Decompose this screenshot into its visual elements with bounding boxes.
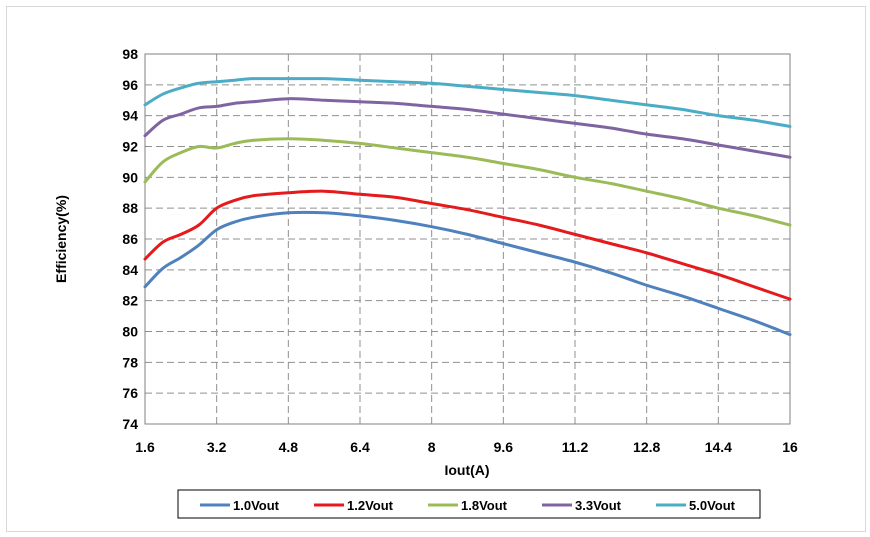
legend-label: 3.3Vout: [575, 498, 622, 513]
x-tick-label: 11.2: [562, 439, 589, 455]
legend-label: 1.0Vout: [233, 498, 280, 513]
series-line-3-3vout: [143, 97, 792, 159]
y-tick-label: 88: [122, 200, 138, 216]
legend: 1.0Vout 1.2Vout 1.8Vout 3.3Vout 5.0Vout: [177, 489, 761, 519]
plot-border: [144, 53, 791, 425]
y-tick-label: 74: [122, 416, 138, 432]
y-tick-label: 92: [122, 139, 138, 155]
y-tick-label: 86: [122, 231, 138, 247]
x-tick-label: 3.2: [207, 439, 227, 455]
x-tick-label: 1.6: [135, 439, 155, 455]
x-tick-label: 12.8: [633, 439, 660, 455]
x-axis-ticks: 1.6 3.2 4.8 6.4 8 9.6 11.2 12.8 14.4 16: [135, 439, 798, 455]
y-tick-label: 80: [122, 324, 138, 340]
y-tick-label: 96: [122, 77, 138, 93]
x-axis-title: Iout(A): [444, 462, 489, 478]
x-tick-label: 9.6: [494, 439, 514, 455]
y-axis-ticks: 98 96 94 92 90 88 86 84 82 80 78 76 74: [122, 46, 138, 432]
y-tick-label: 90: [122, 169, 138, 185]
grid: [145, 54, 790, 424]
legend-label: 5.0Vout: [689, 498, 736, 513]
x-tick-label: 14.4: [705, 439, 732, 455]
y-axis-title: Efficiency(%): [53, 195, 69, 283]
series-line-1-0vout: [143, 210, 792, 337]
y-tick-label: 78: [122, 354, 138, 370]
series-line-1-2vout: [143, 189, 792, 301]
y-tick-label: 98: [122, 46, 138, 62]
series-lines: [143, 77, 792, 337]
y-tick-label: 82: [122, 293, 138, 309]
x-tick-label: 16: [782, 439, 798, 455]
x-tick-label: 4.8: [279, 439, 299, 455]
x-tick-label: 8: [428, 439, 436, 455]
series-line-5-0vout: [143, 77, 792, 128]
y-tick-label: 76: [122, 385, 138, 401]
x-tick-label: 6.4: [350, 439, 370, 455]
y-tick-label: 84: [122, 262, 138, 278]
y-tick-label: 94: [122, 108, 138, 124]
legend-label: 1.2Vout: [347, 498, 394, 513]
legend-label: 1.8Vout: [461, 498, 508, 513]
series-line-1-8vout: [143, 137, 792, 227]
